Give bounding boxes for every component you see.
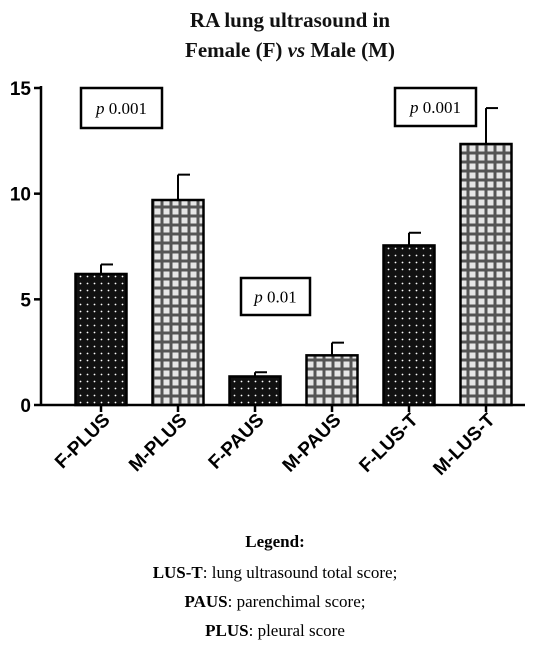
legend-item-plus: PLUS: pleural score — [205, 621, 345, 640]
p-value-label: p 0.01 — [253, 288, 297, 307]
y-tick-label: 5 — [20, 290, 31, 311]
title-part-vs: vs — [288, 38, 306, 62]
title-part-3: Male (M) — [305, 38, 395, 62]
chart-title-line1: RA lung ultrasound in — [190, 8, 390, 32]
chart-title-line2: Female (F) vs Male (M) — [185, 38, 395, 62]
p-value-box — [239, 276, 312, 317]
x-tick-label: F-PLUS — [51, 410, 114, 473]
p-value-label: p 0.001 — [95, 99, 147, 118]
legend-heading: Legend: — [245, 532, 305, 551]
x-tick-label: M-LUS-T — [429, 409, 499, 479]
x-tick-label: M-PAUS — [279, 410, 346, 477]
y-tick-label: 10 — [10, 185, 31, 206]
p-value: 0.001 — [105, 99, 148, 118]
legend-item-paus: PAUS: parenchimal score; — [184, 592, 366, 611]
p-value-box — [79, 86, 164, 130]
bar — [305, 354, 359, 407]
p-value: 0.01 — [263, 288, 297, 307]
bar-chart: RA lung ultrasound in Female (F) vs Male… — [10, 8, 525, 480]
plot-area: 0 5 10 15 F-PLUS M-PLUS F-PAUS M-PAUS F-LUS-T M-L… — [10, 79, 525, 480]
p-value: 0.001 — [419, 98, 462, 117]
bar — [74, 272, 128, 407]
p-symbol: p — [253, 288, 263, 307]
p-value-box — [393, 86, 478, 128]
x-tick-label: F-LUS-T — [355, 409, 422, 476]
bar — [382, 244, 436, 407]
p-symbol: p — [409, 98, 419, 117]
p-symbol: p — [95, 99, 105, 118]
y-tick-label: 0 — [20, 396, 31, 417]
title-part-1: Female (F) — [185, 38, 288, 62]
bar — [151, 198, 205, 407]
legend-item-lus-t: LUS-T: lung ultrasound total score; — [152, 563, 398, 582]
x-tick-label: F-PAUS — [205, 410, 269, 474]
y-tick-label: 15 — [10, 79, 32, 100]
bar — [228, 375, 282, 407]
bar — [459, 142, 513, 407]
x-tick-label: M-PLUS — [125, 410, 191, 476]
p-value-label: p 0.001 — [409, 98, 461, 117]
